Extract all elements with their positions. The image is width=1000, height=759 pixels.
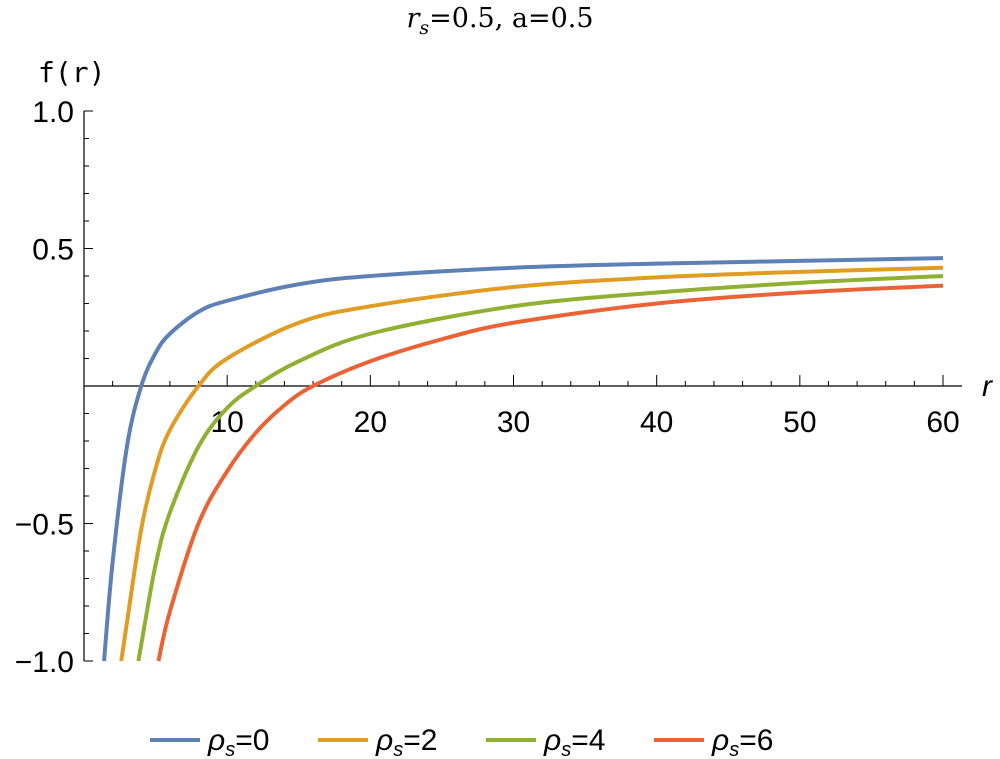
x-axis-label: r xyxy=(982,370,993,403)
y-tick-label: 0.5 xyxy=(32,234,74,267)
x-tick-label: 60 xyxy=(926,406,959,439)
series-line-0 xyxy=(102,256,944,662)
series-group xyxy=(102,256,944,662)
series-line-1 xyxy=(119,265,944,662)
x-tick-label: 40 xyxy=(640,406,673,439)
chart-title: rs=0.5, a=0.5 xyxy=(406,3,593,39)
x-tick-label: 30 xyxy=(497,406,530,439)
legend-label-3: ρs=6 xyxy=(711,724,773,759)
legend: ρs=0 ρs=2 ρs=4 ρs=6 xyxy=(150,724,773,759)
legend-label-0: ρs=0 xyxy=(207,724,269,759)
series-line-2 xyxy=(136,274,944,662)
x-tick-label: 50 xyxy=(783,406,816,439)
legend-label-2: ρs=4 xyxy=(543,724,605,759)
legend-label-1: ρs=2 xyxy=(375,724,437,759)
chart-title-sub: s xyxy=(419,17,429,39)
chart-title-var: r xyxy=(406,3,421,34)
y-tick-label: 1.0 xyxy=(32,96,74,129)
y-axis-label: f(r) xyxy=(38,56,105,89)
y-tick-label: −1.0 xyxy=(15,646,74,679)
y-tick-label: −0.5 xyxy=(15,509,74,542)
chart-title-rest: =0.5, a=0.5 xyxy=(429,3,593,34)
series-line-3 xyxy=(156,283,944,662)
plot-area: 10 20 30 40 50 601.00.5−0.5−1.0 xyxy=(15,96,962,679)
x-tick-label: 20 xyxy=(354,406,387,439)
